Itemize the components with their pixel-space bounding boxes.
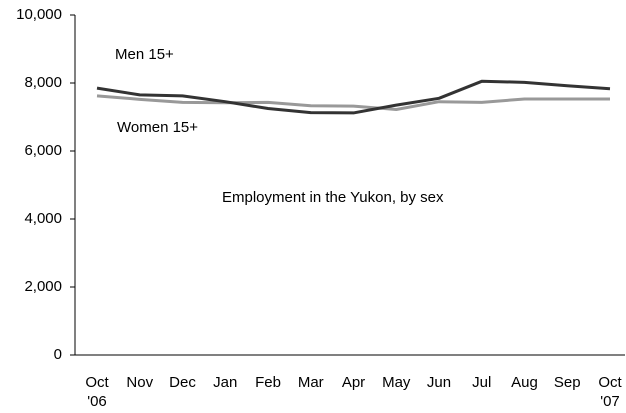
x-tick-label: Mar xyxy=(297,374,324,391)
y-tick-label: 8,000 xyxy=(24,74,62,91)
x-tick-label: Oct '06 xyxy=(85,374,109,410)
x-tick-label: May xyxy=(382,374,411,391)
x-tick-label: Jun xyxy=(426,374,452,391)
x-tick-label: Oct '07 xyxy=(598,374,622,410)
x-tick-label: Feb xyxy=(255,374,281,391)
y-tick-label: 2,000 xyxy=(24,278,62,295)
x-tick-label: Apr xyxy=(341,374,366,391)
y-tick-label: 0 xyxy=(54,346,62,363)
y-tick-label: 10,000 xyxy=(16,6,62,23)
x-tick-label: Jul xyxy=(472,374,492,391)
x-tick-label: Jan xyxy=(213,374,238,391)
y-tick-label: 4,000 xyxy=(24,210,62,227)
x-tick-label: Aug xyxy=(511,374,538,391)
series-label: Women 15+ xyxy=(117,119,198,136)
chart-title: Employment in the Yukon, by sex xyxy=(222,189,444,206)
x-tick-label: Sep xyxy=(553,374,581,391)
series-line xyxy=(96,79,611,115)
y-tick-label: 6,000 xyxy=(24,142,62,159)
x-tick-label: Nov xyxy=(126,374,154,391)
series-label: Men 15+ xyxy=(115,46,174,63)
x-tick-label: Dec xyxy=(169,374,196,391)
series-line xyxy=(96,94,610,112)
